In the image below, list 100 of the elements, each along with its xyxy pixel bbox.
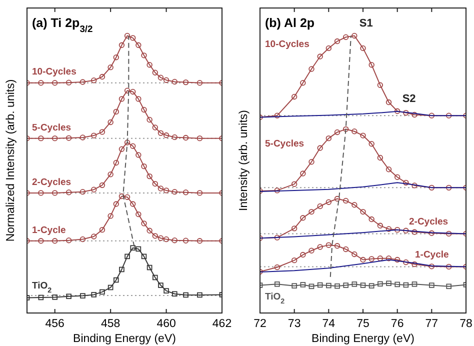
point bbox=[334, 38, 340, 44]
point bbox=[136, 246, 142, 252]
point bbox=[130, 35, 136, 41]
point bbox=[326, 242, 332, 248]
point bbox=[91, 234, 97, 240]
x-tick-label: 456 bbox=[45, 318, 64, 330]
point bbox=[118, 193, 125, 200]
annotation: S1 bbox=[359, 18, 373, 30]
point bbox=[141, 220, 147, 226]
point bbox=[163, 132, 170, 138]
point bbox=[172, 238, 178, 244]
point bbox=[118, 96, 125, 102]
point bbox=[291, 257, 298, 264]
point bbox=[360, 45, 366, 52]
point bbox=[317, 54, 323, 60]
point bbox=[136, 152, 142, 158]
point bbox=[291, 226, 298, 232]
point bbox=[146, 173, 152, 180]
point bbox=[360, 132, 366, 138]
point bbox=[146, 264, 152, 270]
point bbox=[113, 201, 119, 207]
point bbox=[108, 64, 114, 70]
point bbox=[291, 181, 298, 187]
point bbox=[334, 243, 340, 249]
point bbox=[100, 289, 105, 295]
point bbox=[118, 146, 125, 152]
point bbox=[66, 135, 72, 141]
point bbox=[119, 266, 124, 272]
point bbox=[108, 284, 114, 290]
point bbox=[446, 284, 452, 290]
point bbox=[308, 159, 314, 165]
point bbox=[317, 203, 323, 210]
point bbox=[38, 190, 44, 196]
point bbox=[172, 78, 178, 85]
point bbox=[196, 135, 203, 142]
point bbox=[141, 163, 147, 170]
point bbox=[80, 79, 86, 85]
point bbox=[342, 34, 349, 40]
series-label: TiO$_{2}$ bbox=[32, 280, 52, 294]
series-label: 2-Cycles bbox=[32, 176, 72, 188]
point bbox=[368, 141, 374, 147]
point bbox=[428, 184, 435, 191]
point bbox=[352, 282, 358, 287]
point bbox=[386, 256, 392, 262]
point bbox=[152, 274, 158, 280]
x-tick-label: 73 bbox=[288, 318, 301, 330]
series-label: 5-Cycles bbox=[265, 138, 304, 150]
point bbox=[334, 196, 340, 202]
x-tick-label: 78 bbox=[460, 318, 472, 330]
x-axis-title: Binding Energy (eV) bbox=[312, 333, 415, 345]
point bbox=[317, 244, 323, 250]
point bbox=[52, 294, 58, 300]
point bbox=[446, 230, 452, 237]
point bbox=[130, 245, 136, 250]
point bbox=[342, 198, 349, 204]
point bbox=[334, 283, 340, 289]
point bbox=[113, 108, 119, 115]
chart-title: (b) Al 2p bbox=[265, 16, 315, 30]
point bbox=[113, 277, 119, 283]
point bbox=[136, 96, 142, 102]
point bbox=[182, 79, 189, 86]
point bbox=[412, 229, 418, 235]
point bbox=[52, 238, 58, 244]
point bbox=[141, 52, 147, 58]
point bbox=[352, 202, 358, 208]
series-label: 1-Cycle bbox=[32, 224, 66, 236]
point bbox=[368, 256, 374, 262]
point bbox=[118, 42, 125, 48]
point bbox=[152, 124, 158, 130]
point bbox=[377, 82, 384, 88]
point bbox=[158, 282, 164, 288]
point bbox=[360, 256, 366, 263]
point bbox=[428, 264, 435, 270]
point bbox=[274, 282, 280, 287]
point bbox=[352, 128, 358, 134]
point bbox=[52, 80, 58, 86]
point bbox=[130, 201, 136, 207]
point bbox=[152, 233, 158, 239]
point bbox=[412, 261, 418, 268]
point bbox=[99, 129, 106, 135]
point bbox=[91, 132, 97, 138]
point bbox=[52, 190, 58, 196]
point bbox=[394, 174, 400, 180]
x-axis-title: Binding Energy (eV) bbox=[73, 333, 176, 345]
point bbox=[300, 282, 306, 288]
series-label: TiO$_{2}$ bbox=[265, 292, 285, 306]
point bbox=[412, 282, 418, 287]
point bbox=[446, 112, 452, 118]
point bbox=[108, 213, 114, 219]
point bbox=[182, 238, 189, 244]
point bbox=[412, 182, 418, 188]
point bbox=[80, 188, 86, 195]
point bbox=[300, 80, 306, 86]
point bbox=[91, 78, 97, 84]
point bbox=[378, 281, 383, 287]
point bbox=[300, 215, 306, 221]
point bbox=[317, 145, 323, 151]
point bbox=[429, 282, 434, 288]
point bbox=[368, 62, 374, 68]
chart-title: (a) Ti 2p$_{3/2}$ bbox=[32, 16, 93, 34]
